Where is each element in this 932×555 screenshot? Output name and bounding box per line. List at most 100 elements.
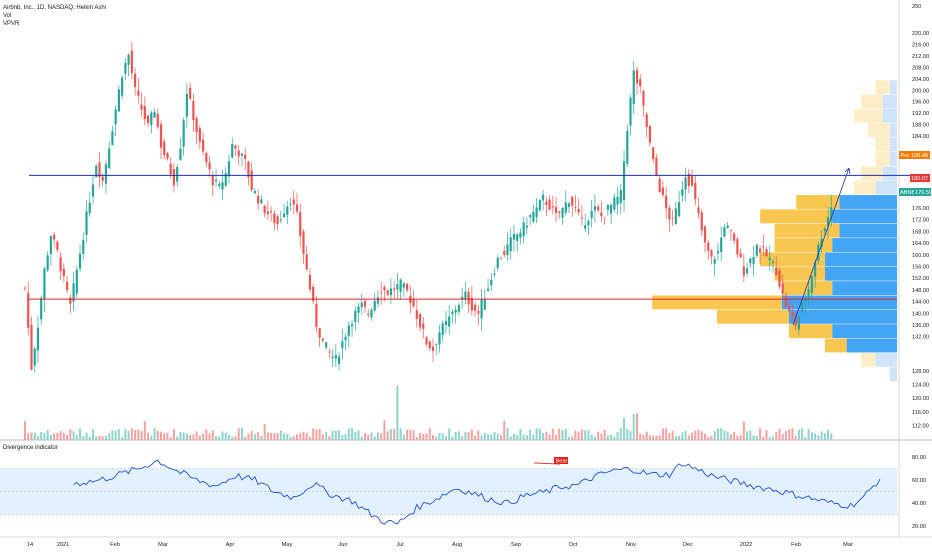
volume-bar	[700, 431, 703, 440]
volume-bar	[257, 432, 260, 440]
candle-body	[159, 124, 163, 148]
candle-body	[804, 299, 807, 302]
candle-body	[334, 355, 337, 359]
volume-profile	[652, 80, 897, 382]
candle-body	[214, 179, 218, 182]
candle-body	[328, 351, 331, 353]
volume-bar	[542, 432, 545, 440]
volume-bar	[240, 428, 243, 440]
price-candles	[23, 42, 833, 373]
candle-body	[189, 87, 192, 99]
volume-bar	[461, 435, 464, 440]
vpvr-down-bar	[853, 180, 876, 195]
volume-bar	[474, 435, 477, 440]
candle-body	[169, 163, 172, 175]
candle-body	[286, 206, 289, 215]
volume-bar	[674, 436, 677, 440]
volume-bar	[619, 428, 622, 440]
volume-bar	[668, 432, 671, 440]
volume-bar	[273, 433, 276, 440]
candle-body	[561, 207, 564, 218]
candle-body	[483, 299, 486, 310]
vpvr-up-bar	[825, 252, 897, 267]
candle-body	[726, 225, 729, 228]
candle-body	[720, 237, 723, 252]
candle-body	[266, 211, 269, 214]
volume-bar	[500, 435, 502, 440]
candle-body	[114, 109, 117, 125]
candle-body	[295, 204, 299, 212]
candle-body	[454, 309, 457, 313]
price-badge-last	[914, 188, 931, 196]
candle-body	[198, 128, 201, 142]
vpvr-up-bar	[889, 137, 897, 152]
price-tick-label: 136.00	[912, 323, 929, 329]
volume-bar	[733, 431, 736, 440]
volume-bar	[781, 433, 784, 440]
candle-body	[493, 273, 496, 275]
price-tick-label: 112.00	[912, 423, 929, 429]
candle-body	[703, 226, 707, 243]
volume-bar	[325, 431, 328, 440]
volume-bar	[318, 429, 321, 440]
volume-bar	[496, 433, 499, 440]
candle-body	[337, 356, 341, 365]
candle-body	[315, 303, 318, 328]
candle-body	[733, 233, 736, 241]
candle-body	[143, 106, 146, 120]
volume-bar	[535, 428, 538, 440]
candle-body	[185, 93, 189, 117]
candle-body	[46, 255, 49, 270]
candle-body	[661, 187, 665, 195]
candle-body	[690, 176, 694, 186]
candle-body	[700, 212, 703, 231]
volume-bar	[305, 432, 308, 440]
candle-body	[820, 238, 823, 248]
candle-body	[587, 220, 590, 226]
candle-body	[461, 296, 464, 300]
candle-body	[752, 256, 755, 265]
volume-bar	[587, 430, 590, 440]
candle-body	[182, 120, 185, 147]
price-tick-label: 128.00	[912, 369, 929, 375]
candle-body	[150, 112, 153, 126]
volume-bars	[24, 385, 833, 440]
volume-bar	[279, 430, 282, 440]
volume-bar	[477, 430, 480, 440]
candle-body	[127, 54, 130, 65]
bear-label: Bear	[556, 459, 568, 465]
volume-bar	[814, 433, 817, 440]
price-tick-label: 184.00	[912, 134, 929, 140]
volume-bar	[642, 434, 645, 440]
volume-bar	[260, 435, 263, 440]
volume-bar	[441, 433, 444, 440]
candle-body	[299, 212, 302, 236]
candle-body	[470, 297, 473, 311]
volume-bar	[435, 436, 438, 440]
candle-body	[590, 210, 593, 219]
vpvr-up-bar	[832, 324, 897, 339]
volume-bar	[79, 428, 82, 440]
volume-bar	[810, 432, 813, 440]
vpvr-up-bar	[882, 94, 897, 109]
candle-body	[389, 288, 393, 296]
candle-body	[626, 130, 629, 164]
volume-bar	[380, 433, 383, 440]
vpvr-up-bar	[889, 123, 897, 138]
volume-bar	[101, 436, 104, 440]
vpvr-up-bar	[882, 166, 897, 181]
volume-bar	[373, 436, 376, 440]
volume-bar	[561, 430, 564, 440]
candle-body	[451, 311, 454, 315]
volume-bar	[551, 428, 554, 440]
candle-body	[477, 310, 480, 314]
candle-body	[554, 207, 558, 213]
volume-bar	[645, 431, 648, 440]
price-tick-label: 132.00	[912, 335, 929, 341]
candle-body	[370, 309, 373, 318]
volume-bar	[749, 430, 752, 440]
volume-bar	[480, 435, 483, 440]
candle-body	[95, 165, 98, 178]
